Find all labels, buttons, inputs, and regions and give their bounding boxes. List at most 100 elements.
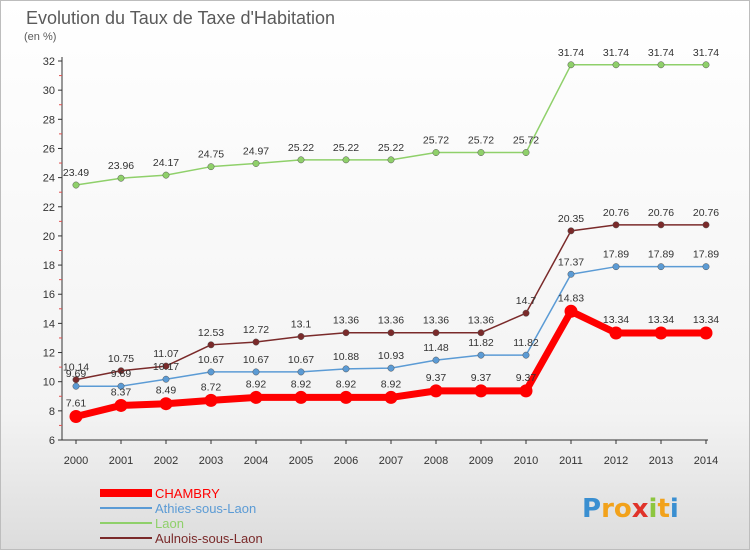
data-point-aulnois bbox=[297, 333, 305, 340]
data-label-chambry: 8.37 bbox=[111, 386, 132, 398]
data-label-laon: 31.74 bbox=[648, 47, 674, 59]
data-point-laon bbox=[432, 149, 440, 156]
data-point-aulnois bbox=[162, 362, 170, 370]
series-chambry: 7.61 8.37 8.49 8.72 8.92 8.92 8.92 8.92 9.37 9.37… bbox=[66, 292, 719, 424]
data-point-chambry bbox=[429, 384, 443, 398]
x-tick-label: 2008 bbox=[424, 455, 448, 467]
data-label-laon: 31.74 bbox=[603, 47, 629, 59]
y-tick-label: 28 bbox=[43, 114, 55, 126]
data-point-laon bbox=[702, 61, 710, 69]
data-label-athies: 10.67 bbox=[198, 354, 224, 366]
data-label-athies: 10.67 bbox=[243, 354, 269, 366]
data-label-laon: 24.75 bbox=[198, 149, 224, 161]
legend-item-athies: Athies-sous-Laon bbox=[100, 501, 256, 516]
y-tick-label: 26 bbox=[43, 143, 55, 155]
data-label-aulnois: 14.7 bbox=[516, 295, 537, 307]
x-tick-label: 2011 bbox=[559, 455, 583, 467]
series-athies: 9.69 9.69 10.17 10.67 10.67 10.67 10.88 10.93 11… bbox=[66, 249, 719, 390]
data-point-aulnois bbox=[387, 329, 395, 337]
y-tick-label: 16 bbox=[43, 289, 55, 301]
data-point-chambry bbox=[159, 397, 173, 411]
data-point-chambry bbox=[519, 384, 533, 398]
data-label-laon: 23.96 bbox=[108, 160, 134, 172]
data-point-chambry bbox=[339, 390, 353, 404]
data-point-athies bbox=[252, 368, 260, 376]
y-tick-label: 10 bbox=[43, 377, 55, 389]
data-label-athies: 11.82 bbox=[468, 337, 494, 349]
data-point-chambry bbox=[204, 393, 218, 407]
data-point-athies bbox=[72, 382, 80, 390]
data-label-athies: 11.48 bbox=[423, 342, 449, 354]
data-point-chambry bbox=[564, 304, 578, 318]
data-label-laon: 24.97 bbox=[243, 145, 269, 157]
x-tick-label: 2003 bbox=[199, 455, 223, 467]
series-group: 23.49 23.96 24.17 24.75 24.97 25.22 25.22 25.22… bbox=[63, 47, 719, 424]
data-label-athies: 10.88 bbox=[333, 351, 359, 363]
y-tick-label: 6 bbox=[49, 435, 55, 447]
data-label-chambry: 8.92 bbox=[336, 378, 357, 390]
data-label-chambry: 13.34 bbox=[603, 314, 629, 326]
data-point-aulnois bbox=[612, 221, 620, 229]
data-label-athies: 17.37 bbox=[558, 256, 584, 268]
data-point-athies bbox=[117, 382, 125, 390]
data-point-aulnois bbox=[432, 329, 440, 337]
data-label-athies: 10.93 bbox=[378, 350, 404, 362]
data-point-laon bbox=[387, 156, 395, 164]
data-label-aulnois: 20.76 bbox=[693, 207, 719, 219]
data-point-aulnois bbox=[207, 341, 215, 349]
data-label-chambry: 8.72 bbox=[201, 381, 222, 393]
legend: CHAMBRYAthies-sous-LaonLaonAulnois-sous-… bbox=[100, 486, 263, 546]
data-label-chambry: 14.83 bbox=[558, 292, 584, 304]
data-point-aulnois bbox=[477, 329, 485, 337]
unit-label: (en %) bbox=[24, 31, 56, 43]
data-label-chambry: 9.37 bbox=[471, 372, 492, 384]
series-laon: 23.49 23.96 24.17 24.75 24.97 25.22 25.22 25.22… bbox=[63, 47, 719, 189]
data-label-athies: 10.17 bbox=[153, 361, 179, 373]
y-tick-label: 8 bbox=[49, 406, 55, 418]
data-label-athies: 9.69 bbox=[66, 368, 87, 380]
data-label-aulnois: 11.07 bbox=[153, 348, 179, 360]
y-tick-label: 14 bbox=[43, 318, 55, 330]
y-tick-label: 18 bbox=[43, 260, 55, 272]
data-point-laon bbox=[207, 163, 215, 171]
y-tick-label: 30 bbox=[43, 85, 55, 97]
data-point-aulnois bbox=[522, 309, 530, 317]
x-tick-label: 2012 bbox=[604, 455, 628, 467]
data-label-chambry: 9.37 bbox=[516, 372, 537, 384]
data-point-laon bbox=[567, 61, 575, 69]
data-point-laon bbox=[297, 156, 305, 164]
legend-label-athies: Athies-sous-Laon bbox=[155, 501, 256, 516]
data-point-athies bbox=[522, 351, 530, 359]
x-tick-label: 2006 bbox=[334, 455, 358, 467]
data-point-athies bbox=[162, 375, 170, 383]
data-label-aulnois: 13.36 bbox=[378, 315, 404, 327]
y-tick-label: 32 bbox=[43, 56, 55, 68]
axes: 6 8 10 12 14 16 18 20 22 24 26 28 30 32 2000 2001 2002 20… bbox=[43, 56, 718, 467]
data-point-laon bbox=[252, 160, 260, 167]
legend-item-aulnois: Aulnois-sous-Laon bbox=[100, 531, 263, 546]
data-label-aulnois: 20.76 bbox=[603, 207, 629, 219]
data-point-laon bbox=[522, 149, 530, 156]
data-label-aulnois: 10.75 bbox=[108, 353, 134, 365]
data-point-athies bbox=[657, 263, 665, 271]
data-label-aulnois: 13.36 bbox=[423, 315, 449, 327]
data-point-aulnois bbox=[657, 221, 665, 229]
data-point-aulnois bbox=[252, 338, 260, 346]
data-point-laon bbox=[657, 61, 665, 69]
data-label-chambry: 9.37 bbox=[426, 372, 447, 384]
data-label-laon: 25.22 bbox=[378, 142, 404, 154]
data-label-athies: 11.82 bbox=[513, 337, 539, 349]
y-tick-label: 24 bbox=[43, 173, 55, 185]
data-label-aulnois: 20.35 bbox=[558, 213, 584, 225]
y-tick-label: 20 bbox=[43, 231, 55, 243]
data-point-chambry bbox=[249, 390, 263, 404]
data-point-aulnois bbox=[342, 329, 350, 337]
data-point-athies bbox=[567, 270, 575, 278]
data-point-athies bbox=[207, 368, 215, 376]
x-tick-label: 2007 bbox=[379, 455, 403, 467]
data-label-chambry: 8.92 bbox=[381, 378, 402, 390]
data-label-aulnois: 10.14 bbox=[63, 362, 89, 374]
data-label-laon: 25.22 bbox=[288, 142, 314, 154]
